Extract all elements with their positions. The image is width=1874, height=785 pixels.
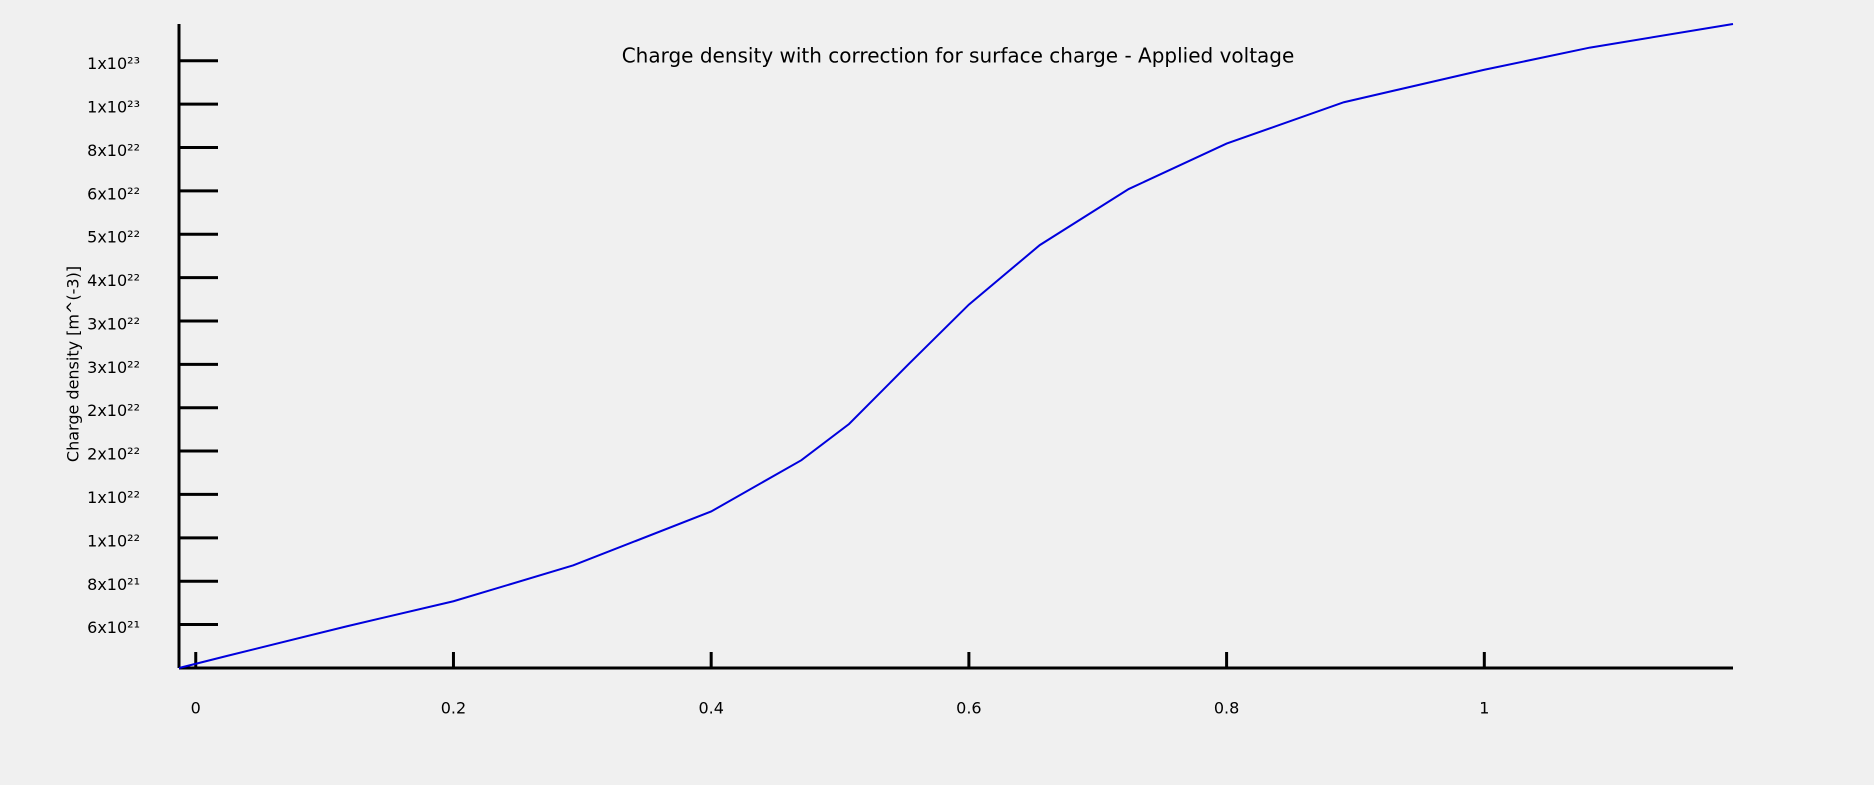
y-tick-label: 1x10²² xyxy=(87,488,140,507)
x-tick-label: 1 xyxy=(1479,699,1489,718)
y-tick-label: 5x10²² xyxy=(87,228,140,247)
chart-title: Charge density with correction for surfa… xyxy=(622,44,1295,68)
x-tick-label: 0.6 xyxy=(956,699,981,718)
y-tick-label: 1x10²³ xyxy=(87,98,140,117)
x-tick-label: 0.4 xyxy=(698,699,723,718)
y-tick-label: 1x10²² xyxy=(87,531,140,550)
y-tick-label: 8x10²² xyxy=(87,141,140,160)
y-tick-label: 2x10²² xyxy=(87,445,140,464)
y-tick-label: 4x10²² xyxy=(87,271,140,290)
y-tick-label: 3x10²² xyxy=(87,314,140,333)
y-tick-label: 3x10²² xyxy=(87,358,140,377)
data-line xyxy=(178,23,1734,669)
y-tick-label: 6x10²² xyxy=(87,184,140,203)
x-tick-label: 0 xyxy=(191,699,201,718)
y-axis-label: Charge density [m^(-3)] xyxy=(64,266,83,462)
x-tick-label: 0.2 xyxy=(441,699,466,718)
y-tick-label: 1x10²³ xyxy=(87,54,140,73)
x-tick-label: 0.8 xyxy=(1214,699,1239,718)
y-tick-label: 8x10²¹ xyxy=(87,575,140,594)
y-tick-label: 2x10²² xyxy=(87,401,140,420)
y-tick-label: 6x10²¹ xyxy=(87,618,140,637)
